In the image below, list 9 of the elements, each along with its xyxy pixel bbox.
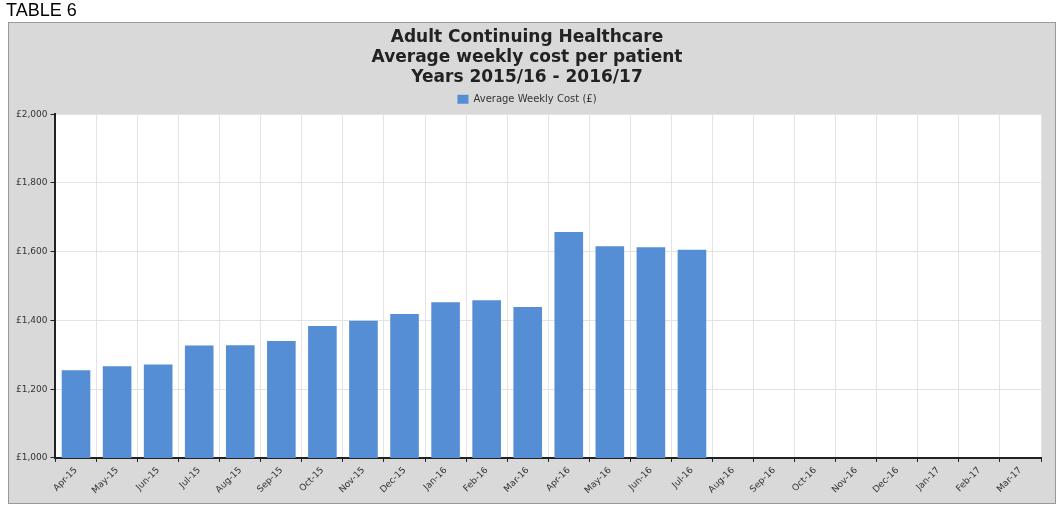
y-tick-label: £1,800 <box>15 177 48 188</box>
legend-label: Average Weekly Cost (£) <box>473 92 597 104</box>
chart-title: Adult Continuing Healthcare Average weekly cost per patient Years 2015/16 - 2016/17 <box>371 25 683 87</box>
y-tick-label: £1,400 <box>15 314 48 325</box>
y-tick-label: £2,000 <box>15 108 48 119</box>
y-tick-label: £1,200 <box>15 383 48 394</box>
y-tick-label: £1,000 <box>15 452 48 463</box>
y-tick-label: £1,600 <box>15 246 48 257</box>
caption: TABLE 6 <box>6 0 77 20</box>
